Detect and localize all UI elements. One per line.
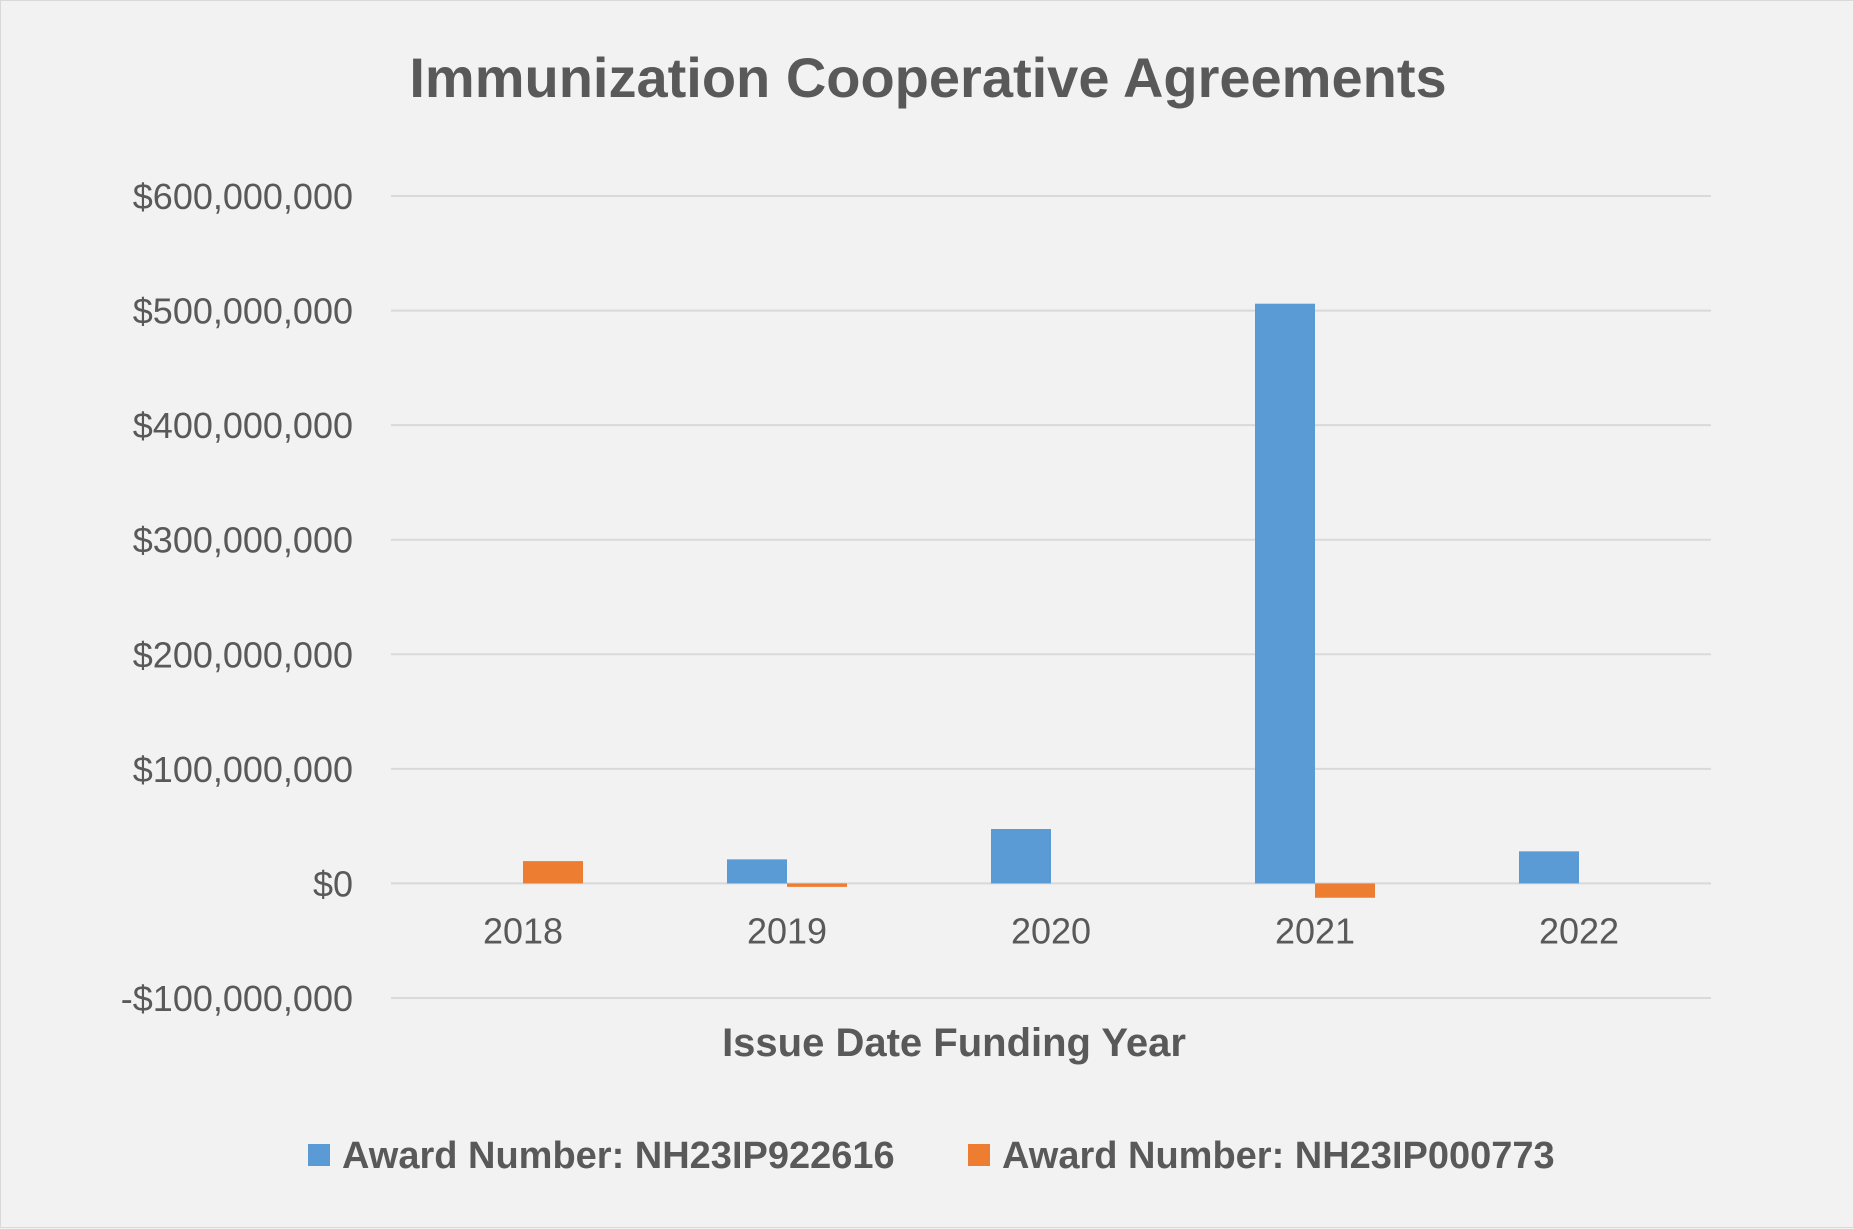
y-tick-label: $100,000,000 [133, 749, 353, 790]
bar-series2-2021 [1315, 883, 1375, 898]
bar-series2-2018 [523, 861, 583, 884]
y-tick-label: $0 [313, 863, 353, 904]
x-axis-ticks: 2018 2019 2020 2021 2022 [483, 910, 1619, 951]
bar-series2-2019 [787, 883, 847, 887]
y-tick-label: $300,000,000 [133, 520, 353, 561]
y-tick-label: $600,000,000 [133, 176, 353, 217]
y-tick-label: -$100,000,000 [121, 978, 353, 1019]
x-tick-label: 2018 [483, 910, 563, 951]
legend-swatch-series1 [308, 1144, 330, 1166]
x-axis-label: Issue Date Funding Year [722, 1021, 1186, 1065]
bar-series1-2021 [1255, 303, 1315, 884]
x-tick-label: 2020 [1011, 910, 1091, 951]
legend-label-series2: Award Number: NH23IP000773 [1002, 1135, 1555, 1177]
legend-label-series1: Award Number: NH23IP922616 [342, 1135, 895, 1177]
chart-title: Immunization Cooperative Agreements [409, 46, 1446, 109]
y-axis-ticks: $600,000,000 $500,000,000 $400,000,000 $300… [121, 176, 353, 1019]
y-tick-label: $500,000,000 [133, 291, 353, 332]
x-tick-label: 2021 [1275, 910, 1355, 951]
y-tick-label: $200,000,000 [133, 634, 353, 675]
legend: Award Number: NH23IP922616 Award Number: … [308, 1135, 1555, 1177]
legend-swatch-series2 [968, 1144, 990, 1166]
bar-series1-2020 [991, 829, 1051, 884]
x-tick-label: 2022 [1539, 910, 1619, 951]
bar-series1-2022 [1519, 851, 1579, 884]
bars [523, 303, 1579, 898]
bar-series1-2019 [727, 859, 787, 884]
x-tick-label: 2019 [747, 910, 827, 951]
gridlines [391, 195, 1711, 999]
y-tick-label: $400,000,000 [133, 405, 353, 446]
